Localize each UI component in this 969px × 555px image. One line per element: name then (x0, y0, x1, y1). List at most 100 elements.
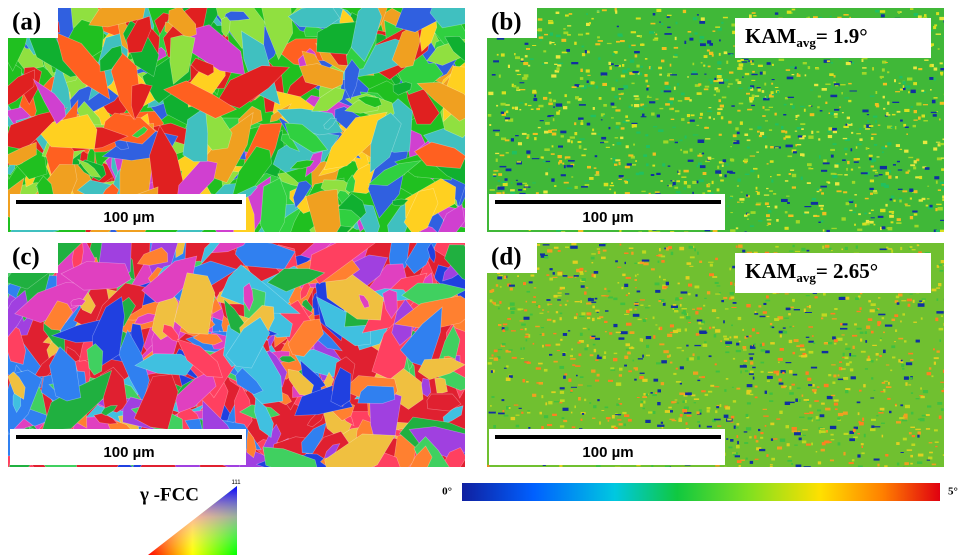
speck (803, 435, 806, 436)
speck (594, 167, 597, 169)
speck (756, 204, 761, 206)
speck (938, 189, 941, 191)
speck (755, 95, 759, 96)
speck (487, 465, 489, 467)
speck (922, 415, 927, 417)
speck (640, 66, 643, 68)
speck (557, 299, 561, 300)
speck (709, 116, 711, 118)
speck (501, 181, 506, 183)
speck (803, 62, 807, 64)
speck (750, 60, 752, 62)
speck (927, 186, 929, 187)
speck (871, 303, 876, 306)
speck (532, 45, 536, 46)
speck (592, 262, 594, 263)
speck (865, 128, 870, 129)
speck (867, 114, 869, 115)
speck (756, 187, 758, 190)
speck (934, 429, 938, 431)
speck (903, 124, 906, 127)
speck (616, 382, 621, 386)
speck (834, 164, 838, 167)
speck (661, 260, 664, 263)
speck (520, 82, 525, 83)
speck (822, 212, 826, 215)
speck (797, 144, 801, 145)
speck (720, 180, 724, 182)
speck (897, 111, 901, 113)
speck (550, 268, 553, 270)
speck (704, 127, 709, 129)
speck (601, 257, 606, 260)
speck (735, 455, 740, 457)
speck (699, 179, 704, 182)
speck (533, 343, 535, 345)
speck (910, 8, 913, 10)
speck (829, 127, 833, 130)
speck (820, 430, 825, 433)
speck (881, 391, 884, 392)
speck (812, 335, 814, 337)
speck (562, 417, 565, 419)
speck (910, 455, 913, 458)
speck (900, 321, 902, 323)
speck (647, 85, 650, 87)
speck (848, 100, 851, 102)
speck (773, 193, 776, 194)
speck (598, 57, 600, 60)
speck (704, 341, 707, 343)
speck (652, 394, 657, 396)
speck (708, 157, 712, 160)
speck (857, 229, 862, 231)
speck (661, 360, 667, 363)
speck (795, 119, 797, 120)
speck (511, 311, 515, 314)
speck (597, 399, 599, 401)
speck (556, 103, 563, 106)
colorbar-max: 5° (948, 486, 958, 498)
speck (819, 155, 821, 158)
speck (661, 60, 664, 63)
speck (934, 68, 938, 71)
speck (591, 302, 596, 303)
speck (858, 167, 860, 169)
speck (689, 357, 694, 360)
speck (646, 88, 648, 91)
speck (526, 301, 528, 303)
speck (560, 313, 563, 315)
speck (830, 95, 837, 98)
speck (685, 136, 687, 139)
speck (749, 353, 755, 354)
speck (688, 31, 692, 33)
speck (900, 149, 903, 150)
speck (799, 399, 801, 402)
speck (870, 428, 876, 431)
speck (774, 318, 779, 321)
speck (634, 303, 639, 305)
speck (831, 313, 836, 315)
speck (869, 188, 873, 190)
speck (585, 271, 587, 272)
speck (512, 107, 515, 110)
speck (694, 32, 697, 34)
speck (641, 116, 647, 117)
speck (574, 316, 577, 319)
speck (842, 217, 846, 220)
speck (634, 51, 640, 53)
speck (615, 96, 618, 99)
speck (913, 300, 915, 303)
speck (642, 396, 647, 398)
speck (829, 441, 832, 443)
speck (490, 189, 495, 191)
speck (584, 149, 587, 150)
speck (731, 307, 736, 308)
speck (670, 64, 672, 67)
speck (787, 11, 792, 14)
speck (792, 105, 795, 108)
speck (839, 361, 842, 363)
speck (800, 153, 804, 156)
speck (944, 299, 950, 301)
speck (816, 131, 819, 133)
speck (616, 80, 618, 82)
